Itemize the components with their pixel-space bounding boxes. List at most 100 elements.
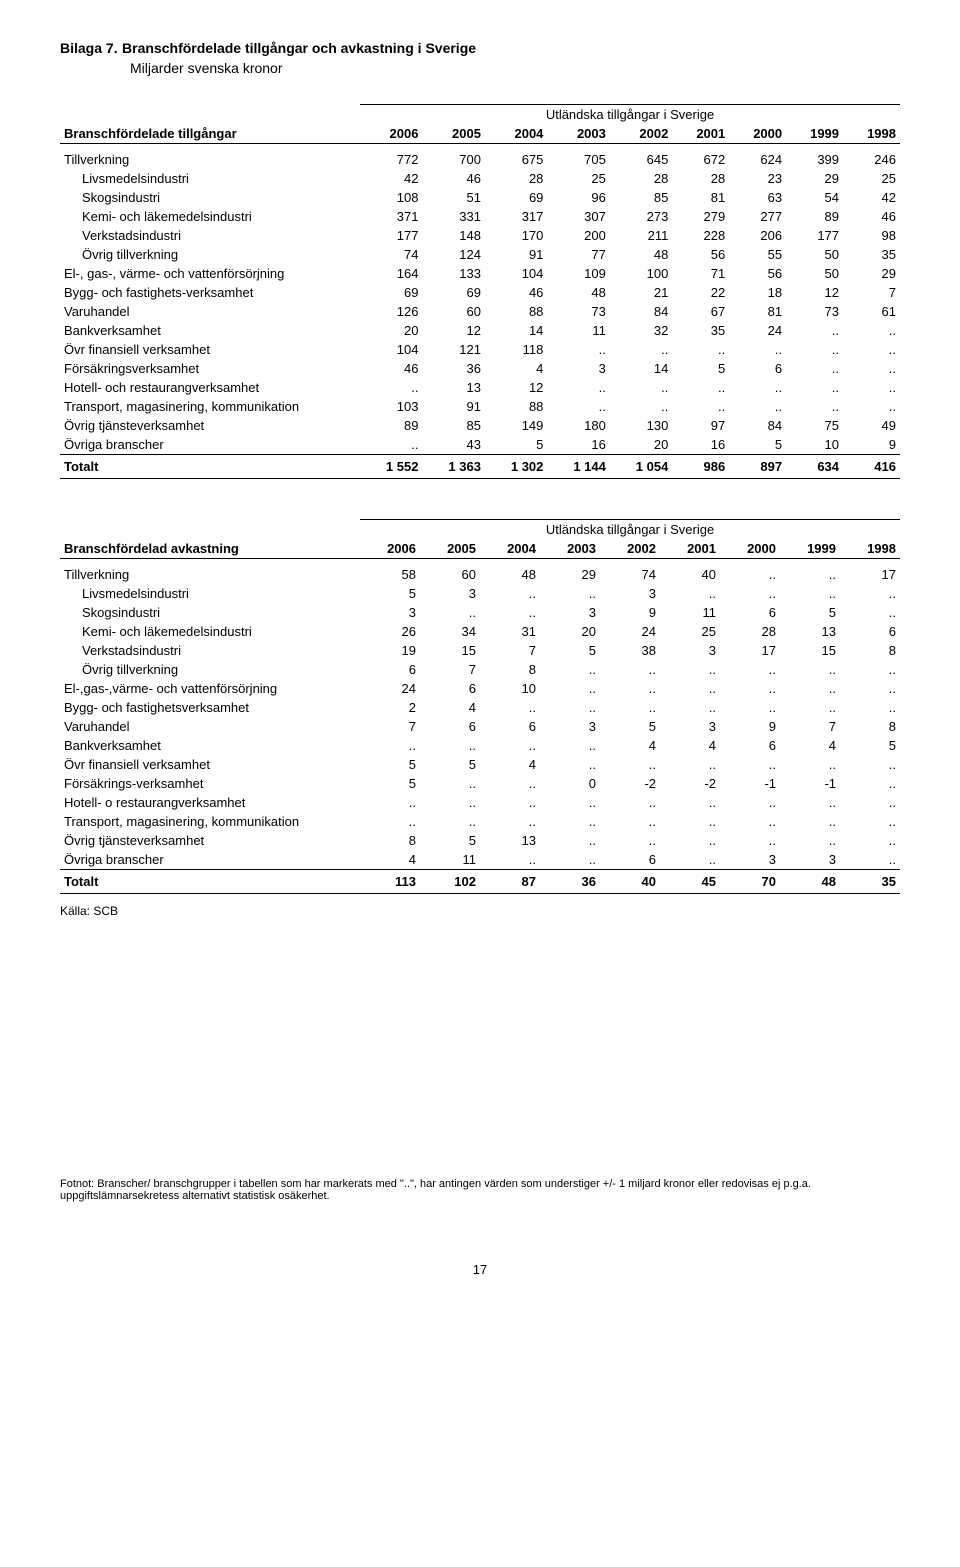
- table-row: El-,gas-,värme- och vattenförsörjning246…: [60, 679, 900, 698]
- cell-value: 19: [360, 641, 420, 660]
- cell-value: ..: [840, 774, 900, 793]
- row-label: Kemi- och läkemedelsindustri: [60, 207, 360, 226]
- cell-value: ..: [600, 755, 660, 774]
- cell-value: 3: [600, 584, 660, 603]
- cell-value: ..: [540, 660, 600, 679]
- table-row: Bygg- och fastighetsverksamhet24........…: [60, 698, 900, 717]
- cell-value: 3: [420, 584, 480, 603]
- cell-value: ..: [660, 679, 720, 698]
- cell-value: 6: [360, 660, 420, 679]
- row-label: Bankverksamhet: [60, 736, 360, 755]
- row-label: Övr finansiell verksamhet: [60, 340, 360, 359]
- cell-value: 100: [610, 264, 672, 283]
- row-label: Försäkrings-verksamhet: [60, 774, 360, 793]
- cell-value: ..: [843, 359, 900, 378]
- cell-value: 5: [360, 584, 420, 603]
- cell-value: ..: [420, 736, 480, 755]
- cell-value: 24: [600, 622, 660, 641]
- cell-value: ..: [780, 831, 840, 850]
- cell-value: 4: [660, 736, 720, 755]
- cell-value: ..: [840, 679, 900, 698]
- cell-value: 5: [672, 359, 729, 378]
- table-row: Övr finansiell verksamhet104121118......…: [60, 340, 900, 359]
- cell-value: 60: [420, 559, 480, 585]
- cell-value: 12: [485, 378, 547, 397]
- cell-value: 56: [729, 264, 786, 283]
- cell-value: ..: [600, 793, 660, 812]
- cell-value: ..: [540, 831, 600, 850]
- cell-value: 35: [672, 321, 729, 340]
- row-label: El-,gas-,värme- och vattenförsörjning: [60, 679, 360, 698]
- cell-value: ..: [610, 340, 672, 359]
- cell-value: 8: [480, 660, 540, 679]
- table-row: Livsmedelsindustri424628252828232925: [60, 169, 900, 188]
- table-row: Tillverkning772700675705645672624399246: [60, 144, 900, 170]
- cell-value: 48: [610, 245, 672, 264]
- row-label: Transport, magasinering, kommunikation: [60, 397, 360, 416]
- cell-value: 28: [672, 169, 729, 188]
- table-row: Skogsindustri3....391165..: [60, 603, 900, 622]
- cell-value: ..: [480, 603, 540, 622]
- table-row: Övrig tjänsteverksamhet8513............: [60, 831, 900, 850]
- cell-value: ..: [840, 584, 900, 603]
- cell-value: 77: [547, 245, 609, 264]
- cell-value: 228: [672, 226, 729, 245]
- cell-value: 5: [420, 831, 480, 850]
- super-header-text: Utländska tillgångar i Sverige: [360, 105, 900, 125]
- cell-value: -1: [780, 774, 840, 793]
- cell-value: -2: [660, 774, 720, 793]
- cell-value: 3: [660, 717, 720, 736]
- cell-value: 5: [840, 736, 900, 755]
- cell-value: 4: [780, 736, 840, 755]
- cell-value: 6: [840, 622, 900, 641]
- cell-value: 5: [420, 755, 480, 774]
- cell-value: ..: [547, 340, 609, 359]
- cell-value: ..: [840, 660, 900, 679]
- cell-value: 23: [729, 169, 786, 188]
- cell-value: ..: [540, 698, 600, 717]
- table-row: Försäkrings-verksamhet5....0-2-2-1-1..: [60, 774, 900, 793]
- cell-value: ..: [420, 793, 480, 812]
- year-header: 1998: [843, 124, 900, 144]
- cell-value: 98: [843, 226, 900, 245]
- cell-value: 103: [360, 397, 422, 416]
- cell-value: ..: [786, 340, 843, 359]
- total-value: 1 363: [422, 455, 484, 479]
- cell-value: 88: [485, 302, 547, 321]
- row-label: Försäkringsverksamhet: [60, 359, 360, 378]
- cell-value: 371: [360, 207, 422, 226]
- cell-value: 43: [422, 435, 484, 455]
- cell-value: 104: [485, 264, 547, 283]
- table-row: Hotell- och restaurangverksamhet..1312..…: [60, 378, 900, 397]
- year-header: 2003: [540, 539, 600, 559]
- subtitle: Miljarder svenska kronor: [130, 60, 900, 76]
- cell-value: 24: [729, 321, 786, 340]
- cell-value: 55: [729, 245, 786, 264]
- cell-value: ..: [780, 660, 840, 679]
- table-row: Transport, magasinering, kommunikation10…: [60, 397, 900, 416]
- cell-value: ..: [780, 584, 840, 603]
- cell-value: ..: [360, 435, 422, 455]
- table-row: Bygg- och fastighets-verksamhet696946482…: [60, 283, 900, 302]
- cell-value: ..: [672, 340, 729, 359]
- cell-value: 3: [780, 850, 840, 870]
- cell-value: 35: [843, 245, 900, 264]
- cell-value: 74: [360, 245, 422, 264]
- table-row: El-, gas-, värme- och vattenförsörjning1…: [60, 264, 900, 283]
- cell-value: ..: [780, 793, 840, 812]
- cell-value: 13: [422, 378, 484, 397]
- cell-value: ..: [660, 660, 720, 679]
- cell-value: 9: [843, 435, 900, 455]
- table-row: Skogsindustri1085169968581635442: [60, 188, 900, 207]
- cell-value: 73: [786, 302, 843, 321]
- cell-value: 21: [610, 283, 672, 302]
- cell-value: 75: [786, 416, 843, 435]
- cell-value: ..: [720, 559, 780, 585]
- cell-value: 63: [729, 188, 786, 207]
- cell-value: 11: [660, 603, 720, 622]
- row-label: Verkstadsindustri: [60, 226, 360, 245]
- cell-value: 133: [422, 264, 484, 283]
- cell-value: 73: [547, 302, 609, 321]
- cell-value: 6: [729, 359, 786, 378]
- cell-value: 89: [786, 207, 843, 226]
